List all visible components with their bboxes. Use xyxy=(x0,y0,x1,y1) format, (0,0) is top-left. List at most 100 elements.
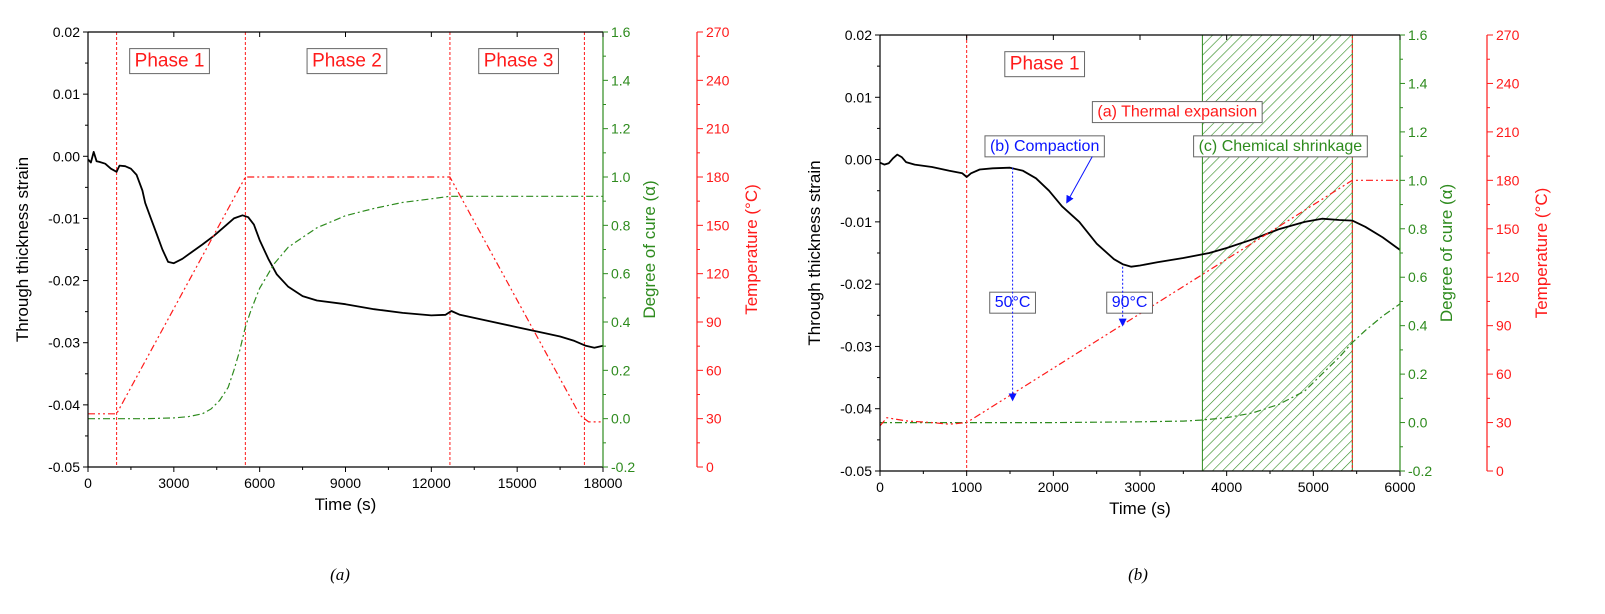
chart-a-x-tick-label: 15000 xyxy=(498,475,537,491)
chart-a-y-tick-label: -0.04 xyxy=(48,397,80,413)
chart-b-annotation-box xyxy=(1004,51,1086,78)
chart-b-y3-tick-label: 210 xyxy=(1496,124,1520,140)
chart-a-y3-tick-label: 30 xyxy=(706,411,722,427)
chart-b-series-cure xyxy=(880,303,1401,424)
chart-b-x-tick-label: 5000 xyxy=(1298,479,1329,495)
chart-a-annotation-label: Phase 1 xyxy=(135,51,205,72)
chart-b-y-tick-label: -0.04 xyxy=(840,401,872,417)
chart-a-y-tick-label: 0.01 xyxy=(53,86,80,102)
chart-a-y-tick-label: -0.02 xyxy=(48,273,80,289)
chart-b-x-tick-label: 3000 xyxy=(1124,479,1155,495)
chart-a-y2-tick-label: -0.2 xyxy=(611,459,635,475)
chart-b-x-tick-label: 4000 xyxy=(1211,479,1242,495)
chart-a-y2-tick-label: 1.4 xyxy=(611,72,631,88)
caption-a: (a) xyxy=(330,565,350,584)
chart-a-y-tick-label: 0.02 xyxy=(53,24,80,40)
chart-b-y3-tick-label: 240 xyxy=(1496,75,1520,91)
chart-a-annotation-box xyxy=(306,48,388,75)
chart-b-y3-tick-label: 30 xyxy=(1496,415,1512,431)
chart-b-y2-tick-label: 0.2 xyxy=(1408,366,1428,382)
chart-b-annotation-label: 50°C xyxy=(995,294,1031,311)
chart-b-x-tick-label: 2000 xyxy=(1038,479,1069,495)
chart-b-annotation: 50°C xyxy=(989,291,1036,314)
chart-a-y3-tick-label: 270 xyxy=(706,24,730,40)
chart-a-x-tick-label: 9000 xyxy=(330,475,361,491)
chart-b-y3-tick-label: 270 xyxy=(1496,27,1520,43)
chart-a-series-strain xyxy=(87,150,604,349)
chart-b-y3-axis-label: Temperature (°C) xyxy=(1532,188,1551,319)
chart-b-y2-tick-label: -0.2 xyxy=(1408,463,1432,479)
chart-a-series-cure xyxy=(88,195,603,420)
chart-a-y2-tick-label: 0.0 xyxy=(611,411,631,427)
chart-b-y2-tick-label: 1.2 xyxy=(1408,124,1428,140)
chart-a-y2-tick-label: 0.8 xyxy=(611,217,631,233)
chart-a-x-tick-label: 18000 xyxy=(584,475,623,491)
chart-b-y-tick-label: -0.01 xyxy=(840,214,872,230)
chart-a-y3-tick-label: 90 xyxy=(706,314,722,330)
chart-b-annotation: (b) Compaction xyxy=(984,135,1105,158)
chart-a-y2-tick-label: 1.6 xyxy=(611,24,631,40)
chart-a-annotation: Phase 2 xyxy=(306,48,388,75)
chart-a-x-tick-label: 0 xyxy=(84,475,92,491)
chart-b-y3-tick-label: 150 xyxy=(1496,221,1520,237)
chart-a-y2-tick-label: 1.0 xyxy=(611,169,631,185)
chart-b-y-tick-label: -0.03 xyxy=(840,338,872,354)
chart-b-annotation-label: 90°C xyxy=(1112,294,1148,311)
chart-b-y-axis-label: Through thickness strain xyxy=(805,160,824,345)
chart-a-y-tick-label: -0.03 xyxy=(48,335,80,351)
chart-b-y2-axis-label: Degree of cure (α) xyxy=(1437,184,1456,322)
chart-b-series-strain xyxy=(879,153,1401,268)
chart-b-y-tick-label: -0.02 xyxy=(840,276,872,292)
chart-b-y-tick-label: 0.02 xyxy=(845,27,872,43)
chart-b-shaded-region xyxy=(1201,34,1353,472)
chart-a-annotation: Phase 1 xyxy=(129,48,210,75)
chart-a-y2-tick-label: 0.4 xyxy=(611,314,631,330)
chart-b-y2-tick-label: 0.4 xyxy=(1408,318,1428,334)
chart-a-x-tick-label: 12000 xyxy=(412,475,451,491)
chart-a-y3-tick-label: 180 xyxy=(706,169,730,185)
chart-b-annotation: (c) Chemical shrinkage xyxy=(1193,135,1368,158)
chart-b-annotation-label: (b) Compaction xyxy=(990,138,1099,155)
chart-a-y2-axis-label: Degree of cure (α) xyxy=(640,180,659,318)
caption-b: (b) xyxy=(1128,565,1148,584)
chart-b-y3-tick-label: 120 xyxy=(1496,269,1520,285)
chart-b-y2-tick-label: 0.0 xyxy=(1408,415,1428,431)
chart-a-y3-tick-label: 60 xyxy=(706,362,722,378)
chart-a-x-tick-label: 3000 xyxy=(158,475,189,491)
chart-b-annotation: Phase 1 xyxy=(1004,51,1086,78)
chart-a-annotation-box xyxy=(129,48,210,75)
chart-b-y2-tick-label: 0.8 xyxy=(1408,221,1428,237)
chart-b-annotation-box xyxy=(1091,101,1263,124)
chart-b: 0 1000 2000 3000 4000 5000 6000 -0.05 -0.04 -0.03… xyxy=(805,27,1551,518)
chart-b-y2-tick-label: 1.4 xyxy=(1408,75,1428,91)
chart-b-y-tick-label: 0.01 xyxy=(845,89,872,105)
chart-a-x-axis-label: Time (s) xyxy=(315,495,377,514)
chart-a-annotation-label: Phase 2 xyxy=(312,51,382,72)
chart-b-y3-tick-label: 180 xyxy=(1496,172,1520,188)
chart-a-y2-tick-label: 1.2 xyxy=(611,121,631,137)
chart-a-annotation-box xyxy=(478,48,559,75)
chart-a-y3-tick-label: 0 xyxy=(706,459,714,475)
chart-a-series-temperature xyxy=(88,176,603,423)
chart-b-y2-tick-label: 1.0 xyxy=(1408,172,1428,188)
chart-a-y-axis-label: Through thickness strain xyxy=(13,157,32,342)
chart-a-annotation: Phase 3 xyxy=(478,48,559,75)
chart-b-x-axis-label: Time (s) xyxy=(1109,499,1171,518)
chart-a-y3-tick-label: 240 xyxy=(706,72,730,88)
chart-b-annotation-box xyxy=(1106,291,1153,314)
chart-b-annotation-box xyxy=(984,135,1105,158)
chart-a-annotation-label: Phase 3 xyxy=(484,51,554,72)
chart-a-y2-tick-label: 0.6 xyxy=(611,266,631,282)
chart-a-y-tick-label: -0.05 xyxy=(48,459,80,475)
chart-b-y-tick-label: -0.05 xyxy=(840,463,872,479)
chart-b-y3-tick-label: 90 xyxy=(1496,318,1512,334)
chart-a-x-tick-label: 6000 xyxy=(244,475,275,491)
chart-b-annotation-label: (a) Thermal expansion xyxy=(1097,104,1257,121)
chart-b-y3-tick-label: 0 xyxy=(1496,463,1504,479)
chart-b-annotation-label: Phase 1 xyxy=(1010,54,1080,75)
chart-b-x-tick-label: 6000 xyxy=(1384,479,1415,495)
chart-a-y2-tick-label: 0.2 xyxy=(611,362,631,378)
chart-b-y2-tick-label: 0.6 xyxy=(1408,269,1428,285)
chart-b-annotation: (a) Thermal expansion xyxy=(1091,101,1263,124)
